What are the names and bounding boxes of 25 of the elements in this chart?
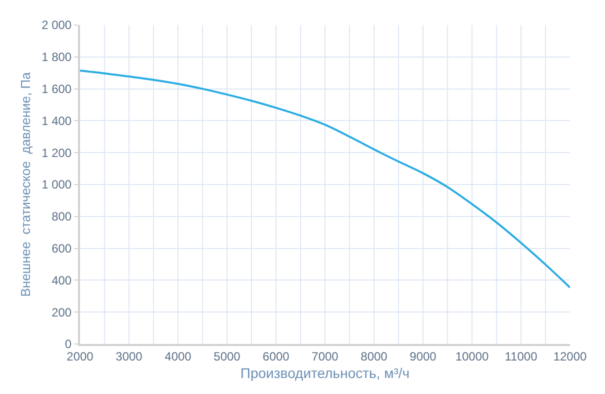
y-axis-title: Внешнее статическое давление, Па xyxy=(18,71,34,297)
x-tick-label: 8000 xyxy=(360,349,388,364)
line-series xyxy=(80,70,570,289)
x-tick-label: 6000 xyxy=(262,349,290,364)
y-tick-label: 600 xyxy=(52,242,72,256)
x-tick-label: 12000 xyxy=(553,349,588,364)
y-tick-label: 1 000 xyxy=(42,178,72,192)
y-tick-label: 1 600 xyxy=(42,82,72,96)
x-tick-label: 5000 xyxy=(214,349,241,364)
y-tick-label: 2 000 xyxy=(42,18,72,32)
x-tick-label: 7000 xyxy=(312,349,339,364)
y-tick-label: 200 xyxy=(52,305,72,320)
y-tick-label: 1 800 xyxy=(42,50,72,64)
x-tick-label: 11000 xyxy=(504,349,538,364)
y-tick-label: 1 200 xyxy=(42,146,72,160)
x-tick-label: 10000 xyxy=(455,349,490,364)
y-tick-label: 1 400 xyxy=(42,114,72,128)
x-tick-label: 3000 xyxy=(116,349,143,364)
y-tick-label: 400 xyxy=(52,273,72,288)
x-tick-label: 9000 xyxy=(410,349,437,364)
x-tick-label: 2000 xyxy=(66,349,94,364)
x-axis-title: Производительность, м³/ч xyxy=(240,365,410,382)
y-tick-label: 0 xyxy=(64,337,72,352)
x-tick-label: 4000 xyxy=(164,349,192,364)
y-tick-label: 800 xyxy=(52,210,72,224)
